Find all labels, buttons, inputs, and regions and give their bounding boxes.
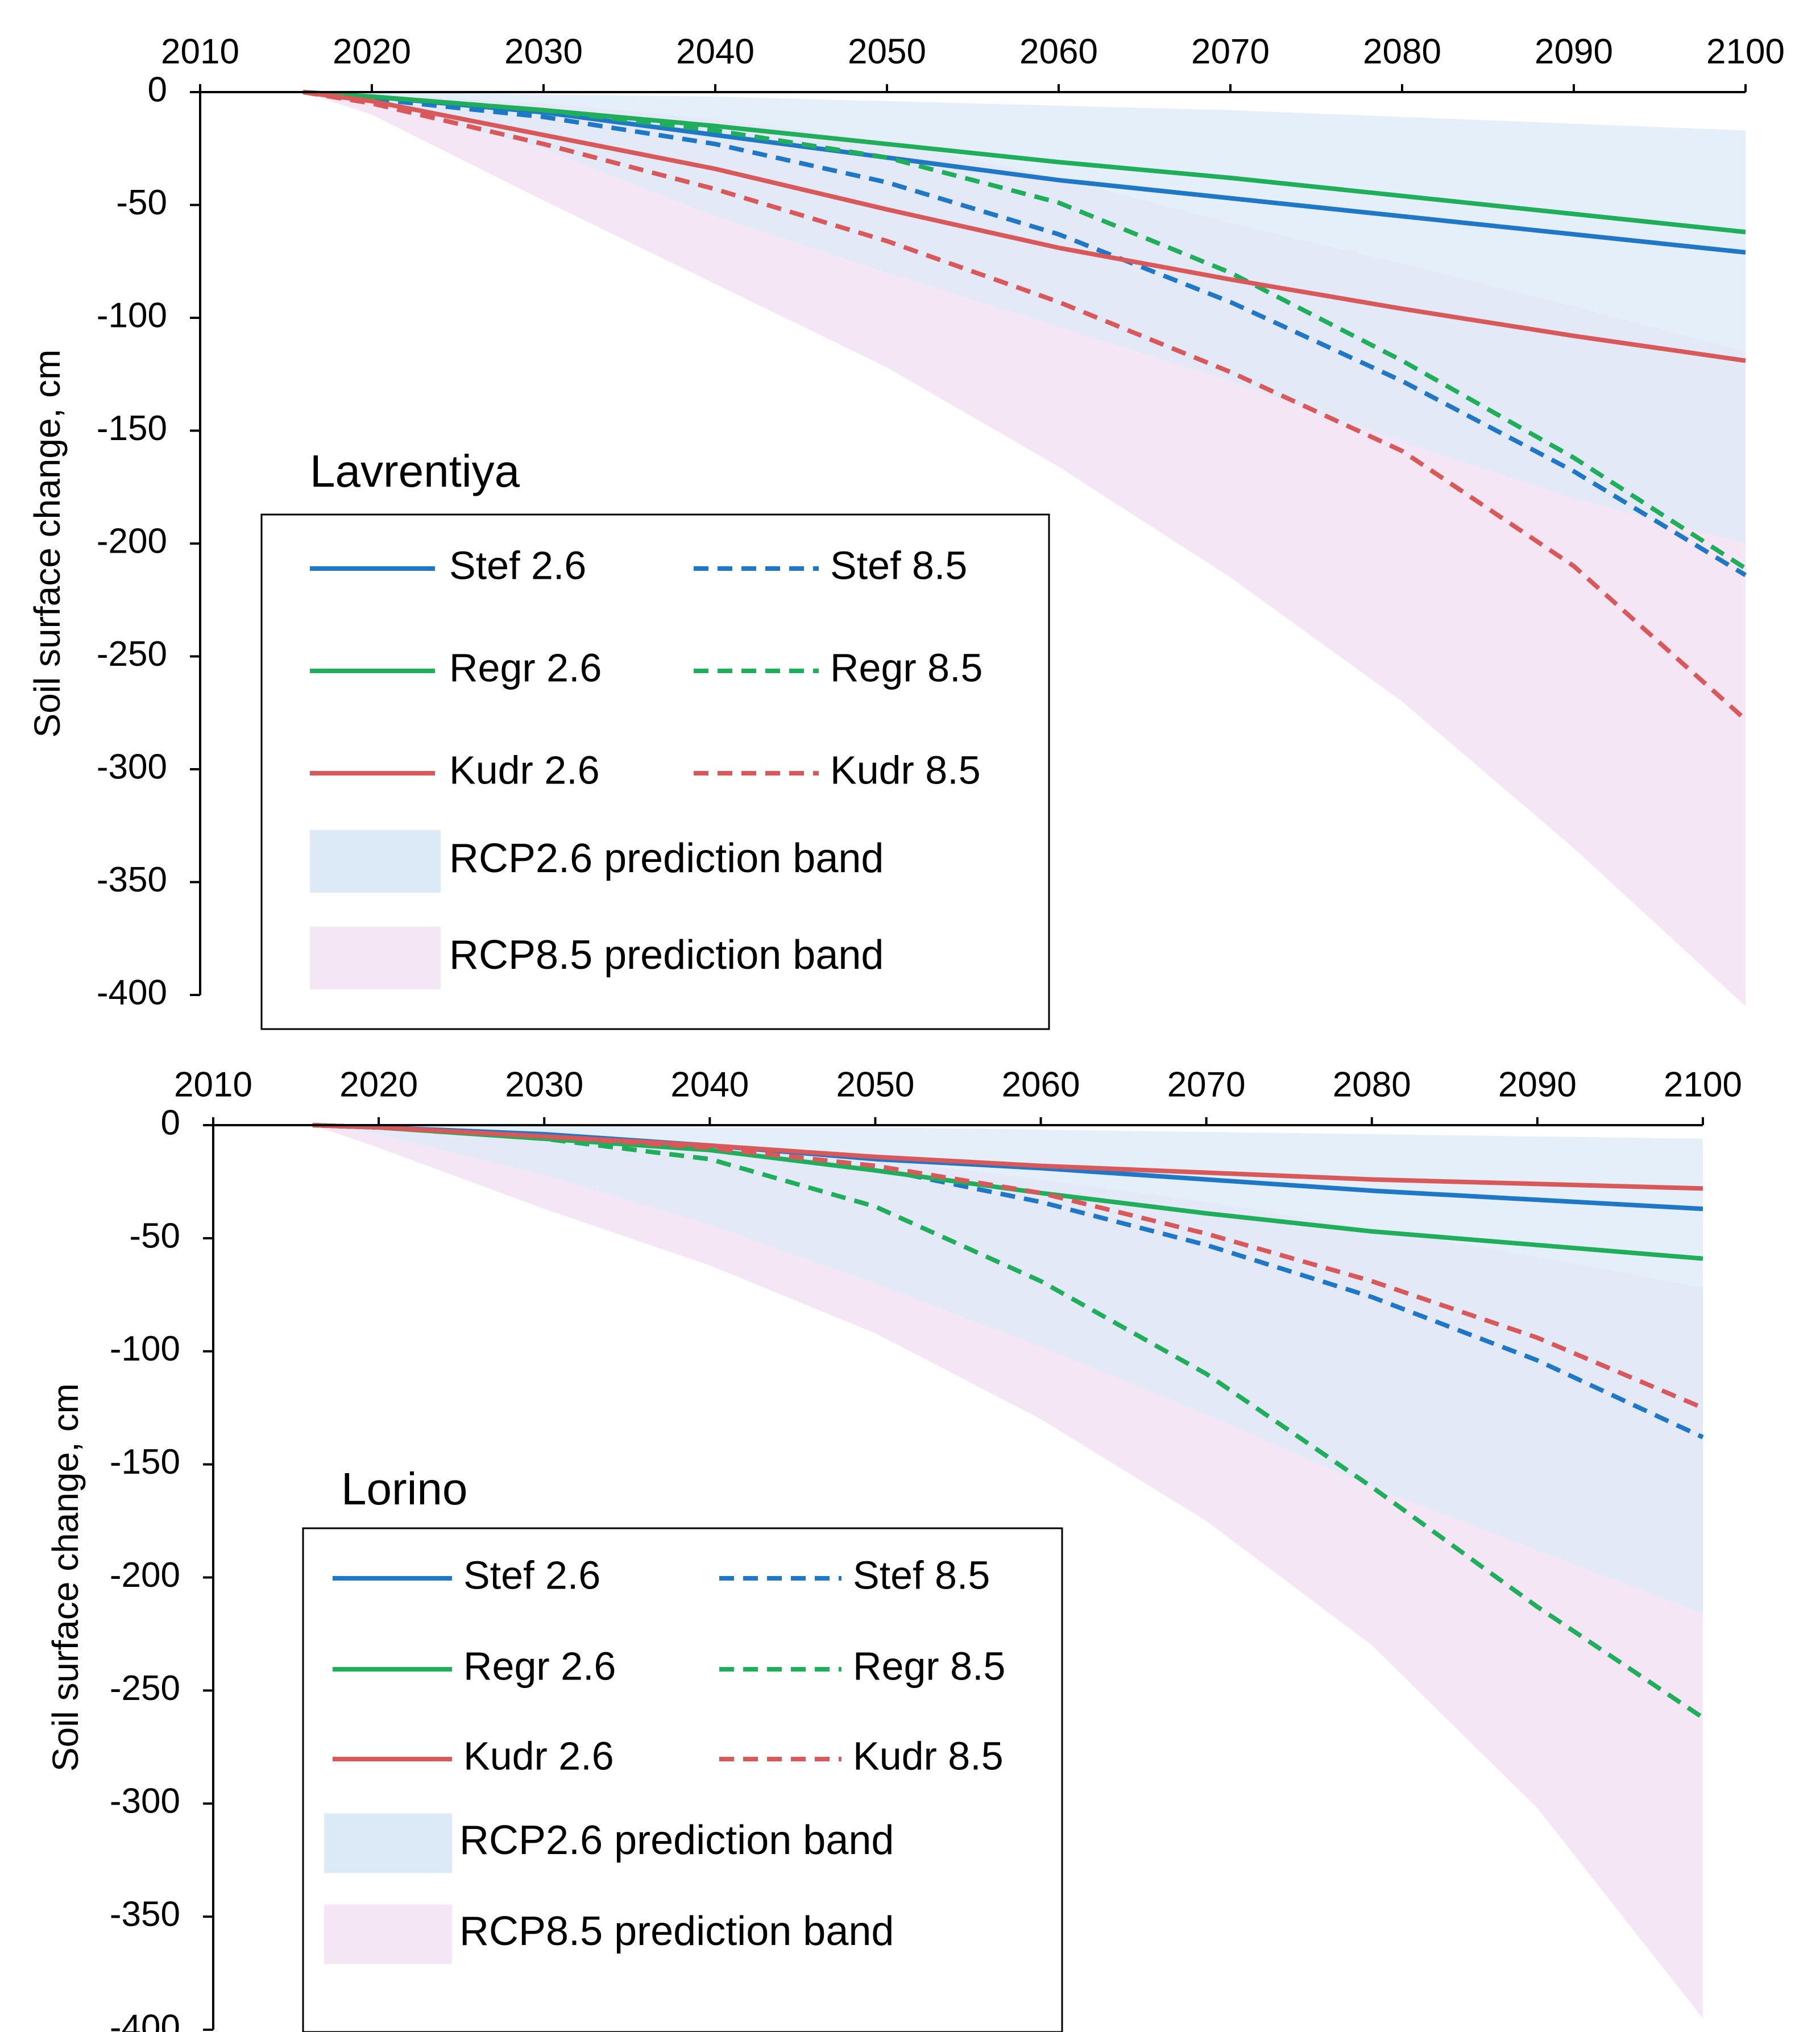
legend-label: Regr 2.6	[449, 645, 602, 690]
y-tick-label: -100	[97, 296, 167, 335]
x-tick-label: 2020	[339, 1065, 418, 1104]
chart-panel-2: 2010 2020 2030 2040 2050 2060 2070 2080 2090 2100…	[45, 1065, 1742, 2032]
x-tick-label: 2090	[1498, 1065, 1577, 1104]
legend-label: Stef 8.5	[830, 543, 967, 587]
legend-label: Regr 2.6	[463, 1644, 616, 1688]
x-tick-label: 2050	[836, 1065, 914, 1104]
y-tick-label: -200	[97, 521, 167, 561]
y-tick-label: -400	[97, 973, 167, 1012]
y-tick-label: -150	[97, 409, 167, 448]
x-tick-label: 2080	[1333, 1065, 1411, 1104]
series-line-kudr-8-5	[302, 90, 1747, 721]
legend-label: RCP2.6 prediction band	[459, 1818, 894, 1863]
x-tick-label: 2040	[676, 32, 754, 71]
legend-label: Stef 2.6	[463, 1553, 600, 1597]
legend-swatch-rcp26-band	[310, 830, 441, 893]
legend-label: Stef 2.6	[449, 543, 586, 587]
x-tick-label: 2010	[174, 1065, 252, 1104]
y-tick-label: -150	[110, 1442, 180, 1482]
legend-label: RCP2.6 prediction band	[449, 836, 884, 881]
x-tick-label: 2100	[1706, 32, 1785, 71]
legend-label: Kudr 2.6	[449, 748, 600, 792]
site-title: Lorino	[341, 1463, 467, 1514]
legend: Stef 2.6 Stef 8.5 Regr 2.6 Regr 8.5 Kudr 2.6…	[302, 1527, 1063, 2032]
legend-label: Kudr 2.6	[463, 1734, 614, 1778]
series-line-regr-8-5	[302, 90, 1747, 571]
y-tick-label: -300	[97, 747, 167, 786]
legend-label: Regr 8.5	[830, 645, 982, 690]
y-axis-label: Soil surface change, cm	[45, 1383, 86, 1772]
x-tick-label: 2060	[1019, 32, 1098, 71]
legend-label: Kudr 8.5	[853, 1734, 1004, 1778]
chart-panel-1: 2010 2020 2030 2040 2050 2060 2070 2080 2090 2100…	[27, 32, 1785, 1030]
x-tick-label: 2010	[161, 32, 239, 71]
x-tick-label: 2090	[1535, 32, 1613, 71]
x-tick-label: 2030	[505, 1065, 583, 1104]
y-tick-label: -250	[110, 1669, 180, 1708]
legend-label: RCP8.5 prediction band	[459, 1909, 894, 1954]
y-tick-label: -350	[97, 860, 167, 899]
x-tick-label: 2080	[1363, 32, 1441, 71]
y-tick-label: -300	[110, 1782, 180, 1821]
y-tick-label: -200	[110, 1556, 180, 1595]
x-tick-label: 2060	[1002, 1065, 1080, 1104]
site-title: Lavrentiya	[310, 446, 520, 496]
y-tick-label: -350	[110, 1895, 180, 1934]
y-tick-label: 0	[148, 70, 167, 109]
y-tick-label: -250	[97, 635, 167, 674]
legend-swatch-rcp26-band	[324, 1813, 452, 1873]
legend-swatch-rcp85-band	[310, 927, 441, 989]
series-line-stef-8-5	[302, 90, 1747, 578]
x-tick-label: 2040	[670, 1065, 749, 1104]
legend-label: Kudr 8.5	[830, 748, 981, 792]
series-line-kudr-8-5	[312, 1123, 1704, 1410]
x-tick-label: 2050	[848, 32, 926, 71]
legend-label: Stef 8.5	[853, 1553, 990, 1597]
x-tick-label: 2020	[333, 32, 411, 71]
x-tick-label: 2070	[1167, 1065, 1246, 1104]
legend-label: RCP8.5 prediction band	[449, 932, 884, 978]
x-tick-label: 2030	[504, 32, 583, 71]
y-tick-label: 0	[161, 1103, 180, 1142]
rcp26-band	[312, 1125, 1703, 1614]
y-tick-label: -50	[129, 1216, 180, 1255]
y-tick-label: -100	[110, 1329, 180, 1369]
y-tick-label: -400	[110, 2008, 180, 2032]
legend-swatch-rcp85-band	[324, 1904, 452, 1964]
x-tick-label: 2070	[1191, 32, 1270, 71]
x-tick-label: 2100	[1664, 1065, 1742, 1104]
y-tick-label: -50	[116, 183, 167, 222]
series-line-kudr-2-6	[302, 90, 1746, 363]
legend: Stef 2.6 Stef 8.5 Regr 2.6 Regr 8.5 Kudr 2.6…	[260, 513, 1050, 1030]
legend-label: Regr 8.5	[853, 1644, 1005, 1688]
y-axis-label: Soil surface change, cm	[27, 350, 68, 738]
rcp26-band	[303, 92, 1746, 544]
